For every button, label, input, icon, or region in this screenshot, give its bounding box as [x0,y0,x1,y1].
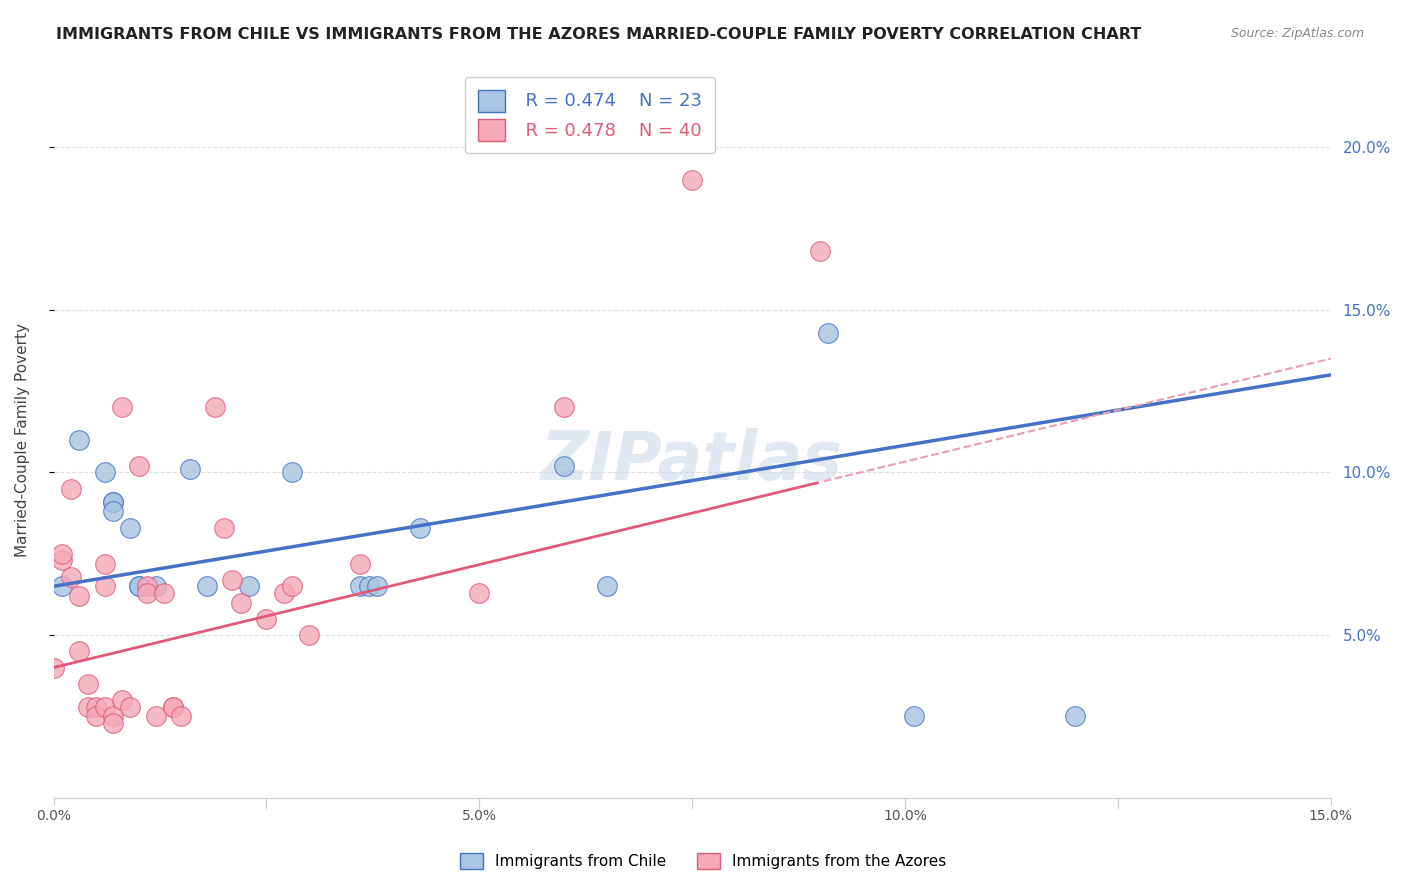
Point [136,579,159,593]
Point [681,172,703,186]
Point [84,709,107,723]
Point [162,699,184,714]
Point [67,433,90,447]
Point [357,579,380,593]
Point [67,644,90,658]
Legend:   R = 0.474    N = 23,   R = 0.478    N = 40: R = 0.474 N = 23, R = 0.478 N = 40 [465,77,714,153]
Text: Source: ZipAtlas.com: Source: ZipAtlas.com [1230,27,1364,40]
Point [103,494,125,508]
Point [93,699,115,714]
Point [1064,709,1087,723]
Point [128,458,150,473]
Point [553,401,575,415]
Point [93,466,115,480]
Point [51,547,73,561]
Point [903,709,925,723]
Point [103,504,125,518]
Point [179,462,201,476]
Point [281,466,304,480]
Point [162,699,184,714]
Point [136,586,159,600]
Point [76,677,98,691]
Point [553,458,575,473]
Point [59,569,82,583]
Point [128,579,150,593]
Point [170,709,193,723]
Point [120,699,142,714]
Point [145,579,167,593]
Point [409,521,432,535]
Point [281,579,304,593]
Point [103,709,125,723]
Point [103,715,125,730]
Point [128,579,150,593]
Point [76,699,98,714]
Point [67,589,90,603]
Point [349,557,371,571]
Point [59,482,82,496]
Legend: Immigrants from Chile, Immigrants from the Azores: Immigrants from Chile, Immigrants from t… [454,847,952,875]
Point [221,573,243,587]
Point [51,579,73,593]
Point [808,244,831,259]
Point [256,612,278,626]
Point [468,586,491,600]
Point [42,660,65,674]
Point [145,709,167,723]
Point [84,699,107,714]
Point [596,579,619,593]
Point [153,586,176,600]
Point [229,595,252,609]
Point [103,494,125,508]
Point [111,693,134,707]
Point [273,586,295,600]
Point [51,553,73,567]
Point [93,557,115,571]
Text: ZIPatlas: ZIPatlas [541,428,844,494]
Point [349,579,371,593]
Point [238,579,260,593]
Point [212,521,235,535]
Y-axis label: Married-Couple Family Poverty: Married-Couple Family Poverty [15,323,30,557]
Point [204,401,226,415]
Point [120,521,142,535]
Point [111,401,134,415]
Point [298,628,321,642]
Point [195,579,218,593]
Point [366,579,388,593]
Text: IMMIGRANTS FROM CHILE VS IMMIGRANTS FROM THE AZORES MARRIED-COUPLE FAMILY POVERT: IMMIGRANTS FROM CHILE VS IMMIGRANTS FROM… [56,27,1142,42]
Point [817,326,839,340]
Point [93,579,115,593]
